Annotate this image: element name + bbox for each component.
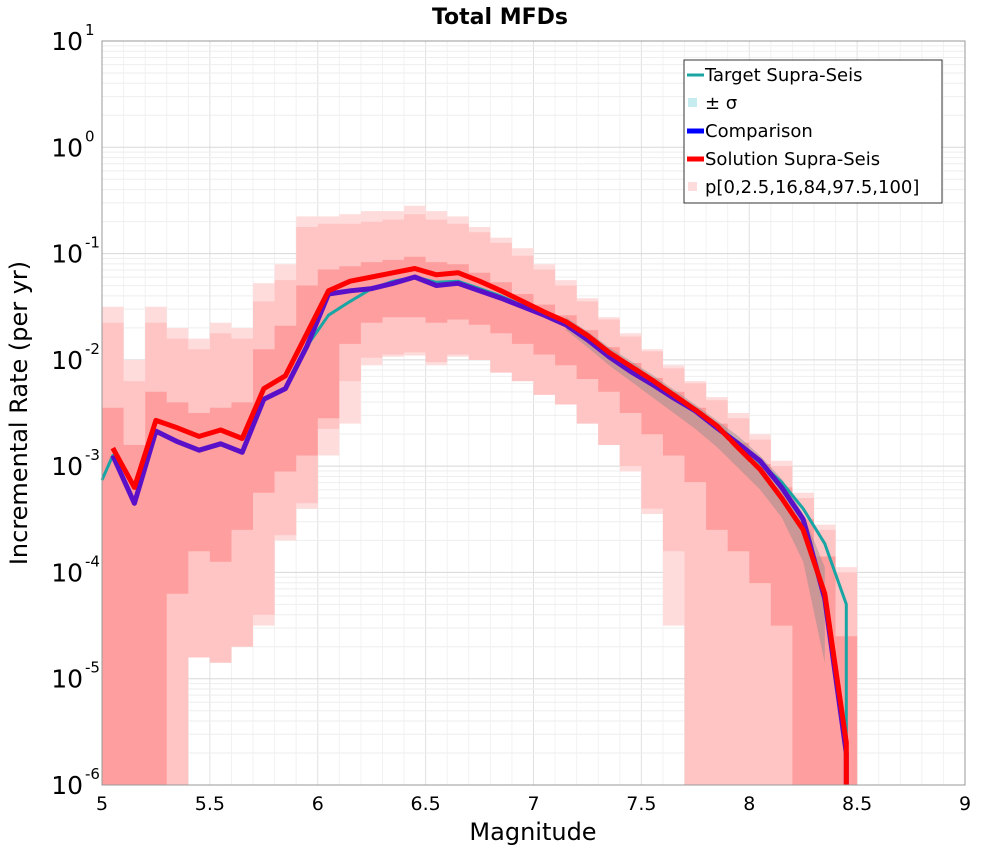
legend-label: ± σ xyxy=(705,93,737,114)
y-tick-exponent: -1 xyxy=(85,234,100,252)
y-tick-base: 10 xyxy=(51,558,83,587)
series-solution-supra-seis xyxy=(110,266,849,785)
y-tick-label: 10 -4 xyxy=(51,552,100,587)
series-comparison xyxy=(110,274,849,785)
series-lines xyxy=(100,266,849,785)
y-tick-base: 10 xyxy=(51,771,83,800)
y-tick-exponent: -6 xyxy=(85,765,100,783)
y-tick-base: 10 xyxy=(51,240,83,269)
y-tick-base: 10 xyxy=(51,27,83,56)
legend-label: Comparison xyxy=(705,121,813,142)
y-tick-base: 10 xyxy=(51,665,83,694)
legend-label: p[0,2.5,16,84,97.5,100] xyxy=(705,177,919,198)
x-tick-label: 7 xyxy=(527,793,539,815)
y-tick-label: 10 -1 xyxy=(51,234,100,269)
legend-item: ± σ xyxy=(688,93,737,114)
y-tick-base: 10 xyxy=(51,133,83,162)
x-tick-label: 8.5 xyxy=(842,793,872,815)
legend-swatch-box xyxy=(688,98,697,107)
y-tick-label: 10 0 xyxy=(51,127,94,162)
y-tick-label: 10 -5 xyxy=(51,659,100,694)
y-tick-label: 10 -2 xyxy=(51,340,100,375)
legend-box xyxy=(683,59,943,204)
legend-label: Solution Supra-Seis xyxy=(705,149,880,170)
x-tick-label: 6.5 xyxy=(411,793,441,815)
legend-label: Target Supra-Seis xyxy=(704,65,862,86)
legend-item: Target Supra-Seis xyxy=(687,65,862,86)
y-tick-exponent: -2 xyxy=(85,340,100,358)
legend-item: Solution Supra-Seis xyxy=(687,149,880,170)
band-p16-p84 xyxy=(102,256,858,785)
y-tick-exponent: -4 xyxy=(85,552,100,570)
y-tick-exponent: 1 xyxy=(85,21,95,39)
legend: Target Supra-Seis ± σ Comparison Solution S… xyxy=(683,59,943,204)
y-tick-label: 10 -6 xyxy=(51,765,100,800)
y-tick-label: 10 1 xyxy=(51,21,94,56)
x-tick-label: 8 xyxy=(743,793,755,815)
y-axis-label: Incremental Rate (per yr) xyxy=(5,261,33,565)
x-tick-label: 5 xyxy=(96,793,108,815)
x-tick-labels: 5 5.5 6 6.5 7 7.5 8 8.5 9 xyxy=(96,793,971,815)
chart-title: Total MFDs xyxy=(432,5,568,30)
x-axis-label: Magnitude xyxy=(469,818,596,846)
plot-frame xyxy=(101,40,966,786)
legend-swatch-box xyxy=(688,182,697,191)
x-tick-label: 9 xyxy=(959,793,971,815)
y-tick-exponent: 0 xyxy=(85,127,95,145)
y-tick-base: 10 xyxy=(51,452,83,481)
x-tick-label: 5.5 xyxy=(195,793,225,815)
legend-item: Comparison xyxy=(687,121,813,142)
y-tick-label: 10 -3 xyxy=(51,446,100,481)
y-tick-exponent: -3 xyxy=(85,446,100,464)
x-tick-label: 6 xyxy=(312,793,324,815)
y-tick-base: 10 xyxy=(51,346,83,375)
legend-item: p[0,2.5,16,84,97.5,100] xyxy=(688,177,919,198)
x-tick-label: 7.5 xyxy=(626,793,656,815)
y-tick-exponent: -5 xyxy=(85,659,100,677)
